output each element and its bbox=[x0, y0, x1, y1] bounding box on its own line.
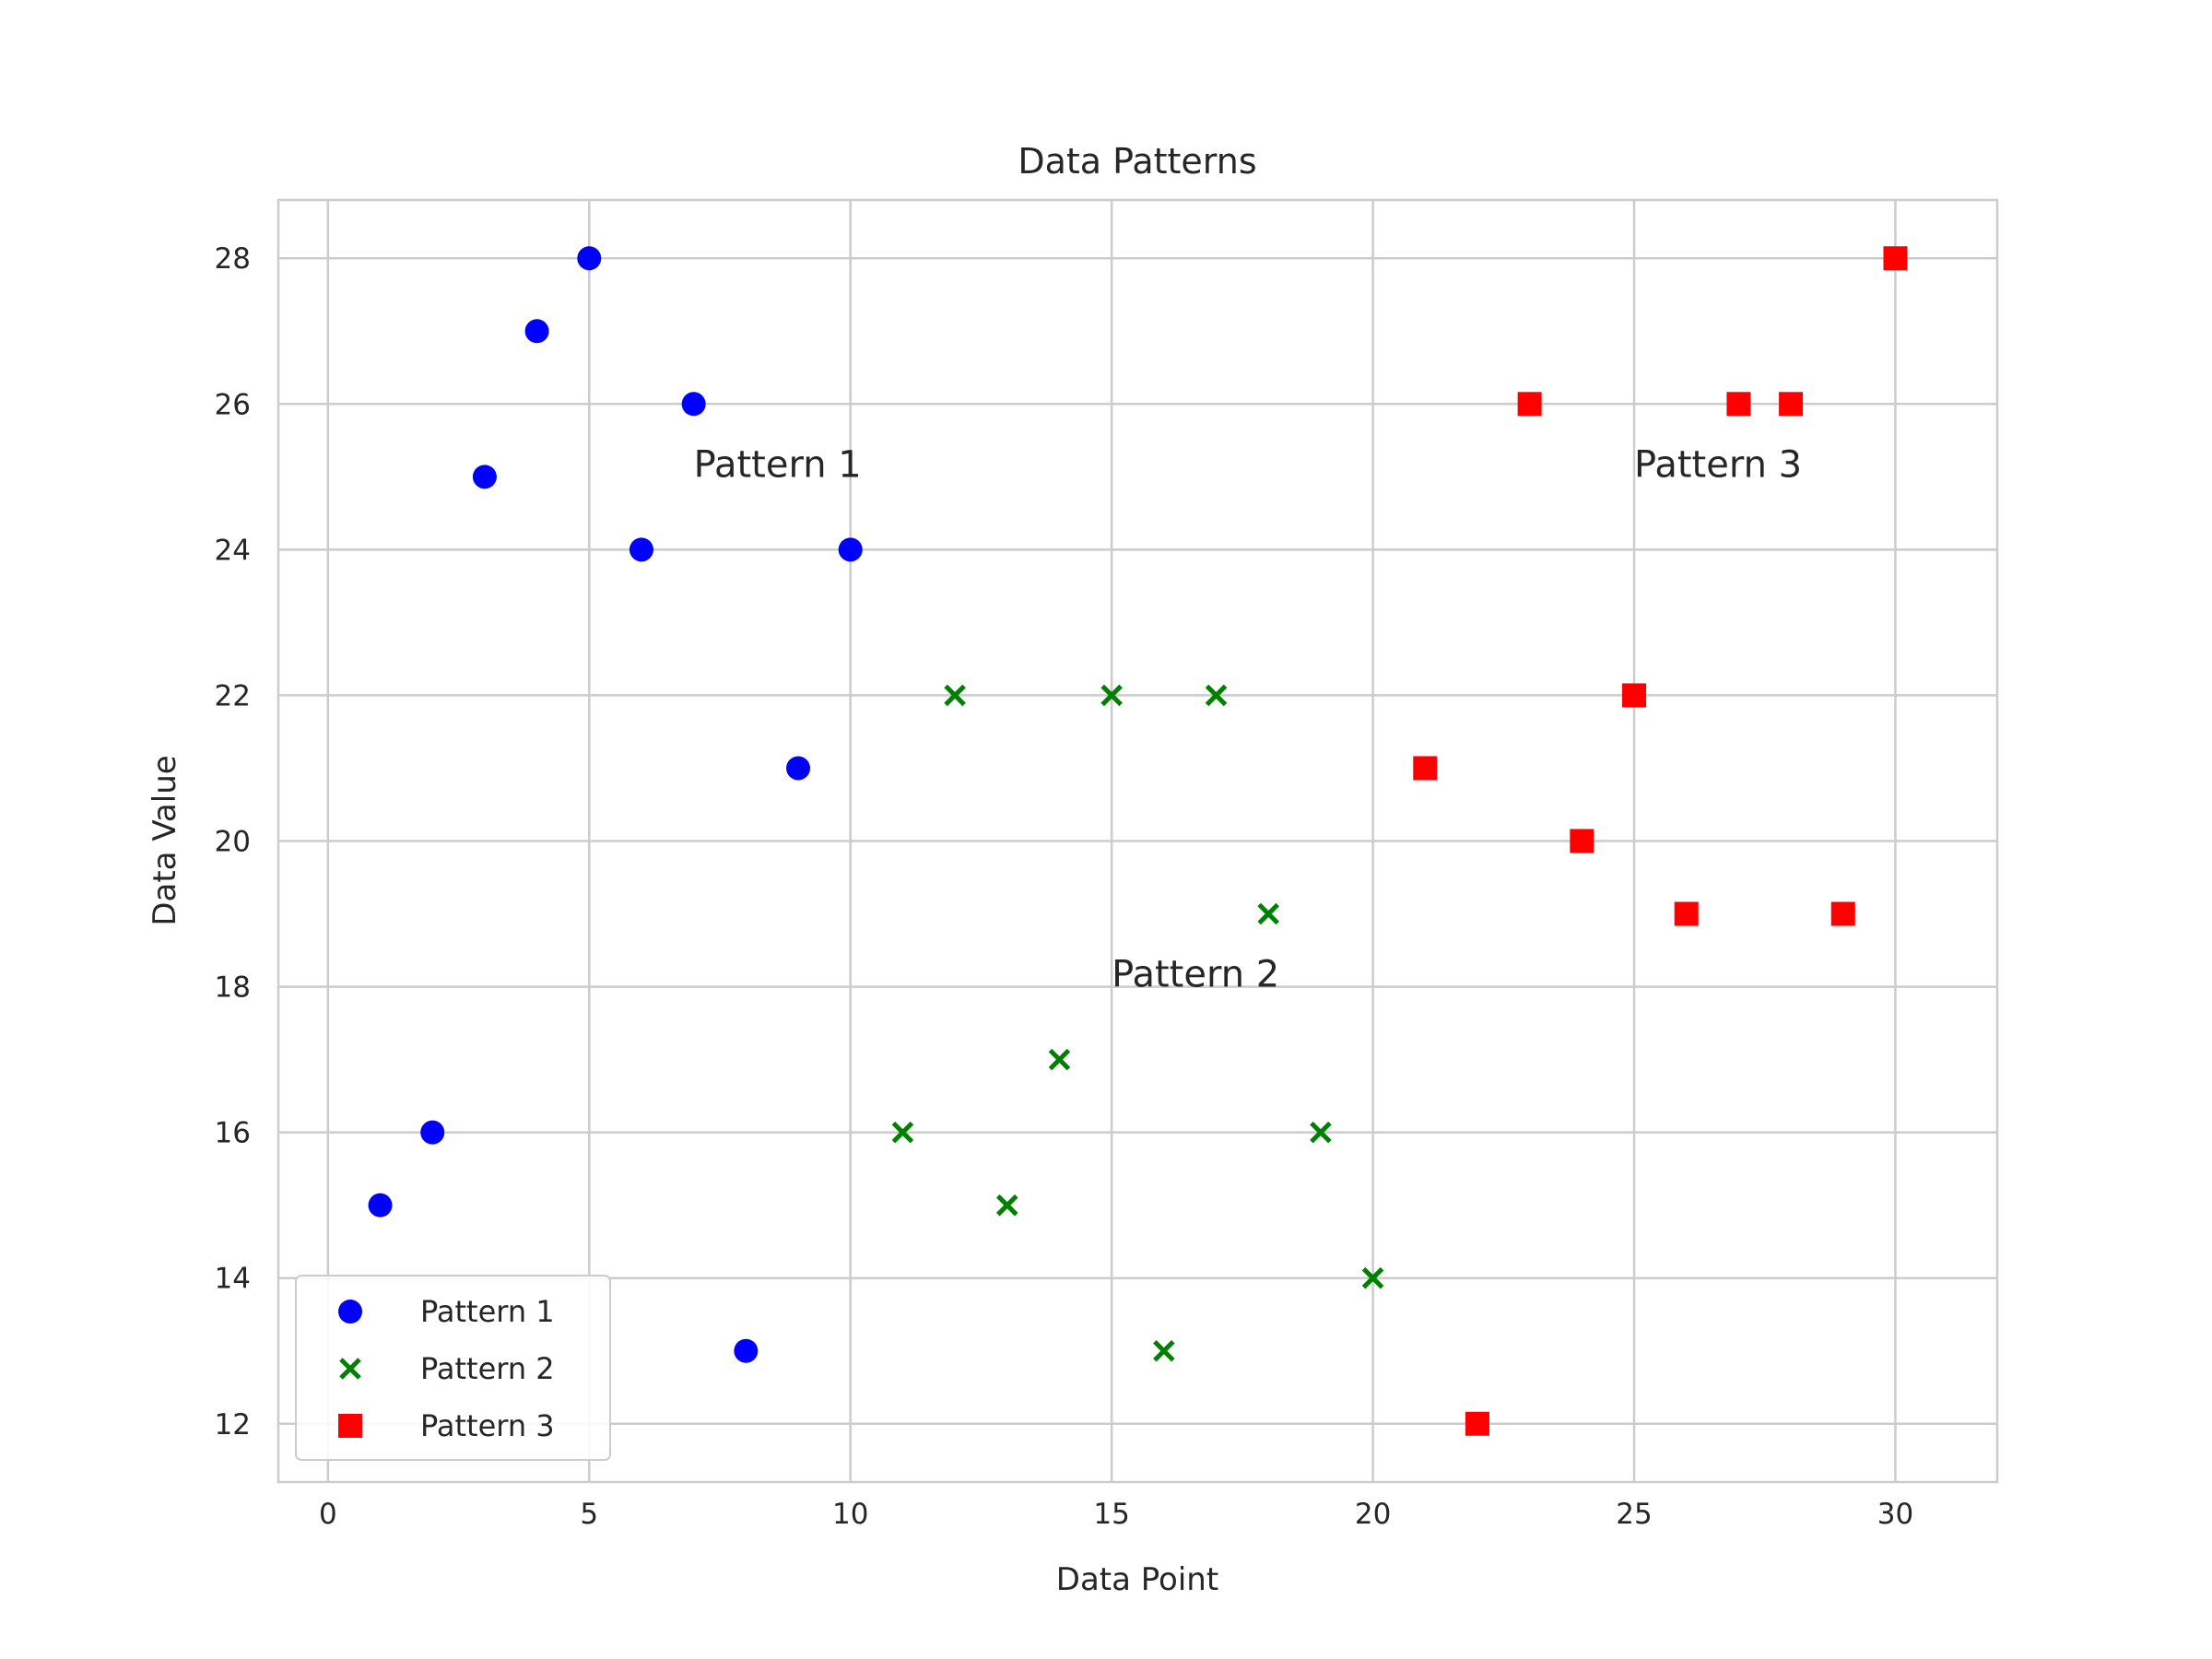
x-tick-label: 15 bbox=[1093, 1498, 1129, 1531]
annotations: Pattern 1 Pattern 2 Pattern 3 bbox=[694, 443, 1802, 995]
annotation-label: Pattern 3 bbox=[1634, 443, 1802, 486]
y-tick-label: 12 bbox=[215, 1408, 251, 1441]
point-series-1 bbox=[681, 392, 706, 417]
tick-labels: 0 5 10 15 20 25 30 12 14 16 18 20 22 24 26 28 bbox=[215, 242, 1914, 1531]
point-series-3 bbox=[1726, 392, 1751, 417]
point-series-1 bbox=[472, 465, 497, 489]
y-tick-label: 28 bbox=[215, 242, 251, 276]
legend-box bbox=[295, 1275, 611, 1461]
legend-label: Pattern 2 bbox=[420, 1351, 555, 1386]
point-series-2 bbox=[1100, 684, 1123, 707]
point-series-3 bbox=[1883, 246, 1908, 271]
legend: Pattern 1 Pattern 2 Pattern 3 bbox=[295, 1275, 611, 1461]
y-tick-label: 18 bbox=[215, 971, 251, 1005]
y-axis-label: Data Value bbox=[147, 755, 183, 925]
point-series-1 bbox=[629, 537, 653, 562]
point-series-3 bbox=[1570, 829, 1594, 853]
y-tick-label: 14 bbox=[215, 1263, 251, 1296]
legend-label: Pattern 3 bbox=[420, 1408, 555, 1443]
x-tick-label: 10 bbox=[832, 1498, 868, 1531]
y-tick-label: 20 bbox=[215, 826, 251, 859]
annotation-label: Pattern 2 bbox=[1112, 954, 1279, 996]
y-tick-label: 22 bbox=[215, 679, 251, 712]
legend-label: Pattern 1 bbox=[420, 1294, 555, 1329]
point-series-1 bbox=[734, 1338, 759, 1363]
plot-frame bbox=[276, 198, 1999, 1484]
point-series-2 bbox=[1205, 684, 1228, 707]
x-tick-label: 5 bbox=[580, 1498, 598, 1531]
point-series-3 bbox=[1465, 1411, 1489, 1436]
x-tick-label: 30 bbox=[1877, 1498, 1913, 1531]
point-series-1 bbox=[838, 537, 863, 562]
y-tick-label: 24 bbox=[215, 534, 251, 567]
x-tick-label: 25 bbox=[1616, 1498, 1652, 1531]
chart-title: Data Patterns bbox=[1018, 141, 1256, 182]
point-series-2 bbox=[1257, 902, 1279, 925]
point-series-3 bbox=[1779, 392, 1804, 417]
point-series-2 bbox=[996, 1194, 1018, 1217]
point-series-3 bbox=[1517, 392, 1542, 417]
point-series-2 bbox=[891, 1121, 914, 1144]
point-series-2 bbox=[944, 684, 966, 707]
legend-marker-1 bbox=[338, 1300, 362, 1324]
point-series-1 bbox=[577, 246, 602, 271]
x-axis-label: Data Point bbox=[1056, 1561, 1218, 1598]
point-series-2 bbox=[1048, 1048, 1071, 1071]
y-tick-label: 26 bbox=[215, 388, 251, 421]
point-series-2 bbox=[1310, 1121, 1332, 1144]
point-series-2 bbox=[1361, 1266, 1384, 1289]
point-series-1 bbox=[524, 319, 549, 344]
point-series-3 bbox=[1674, 901, 1699, 926]
legend-marker-3 bbox=[338, 1414, 362, 1438]
annotation-label: Pattern 1 bbox=[694, 443, 862, 486]
point-series-1 bbox=[368, 1193, 393, 1218]
point-series-3 bbox=[1413, 756, 1438, 781]
x-tick-label: 0 bbox=[319, 1498, 337, 1531]
point-series-2 bbox=[1153, 1339, 1175, 1362]
data-points bbox=[368, 246, 1908, 1436]
y-tick-label: 16 bbox=[215, 1117, 251, 1150]
x-tick-label: 20 bbox=[1355, 1498, 1391, 1531]
point-series-1 bbox=[420, 1120, 445, 1145]
point-series-1 bbox=[786, 756, 811, 781]
point-series-3 bbox=[1830, 901, 1855, 926]
legend-marker-2 bbox=[339, 1358, 361, 1380]
point-series-3 bbox=[1622, 683, 1647, 708]
